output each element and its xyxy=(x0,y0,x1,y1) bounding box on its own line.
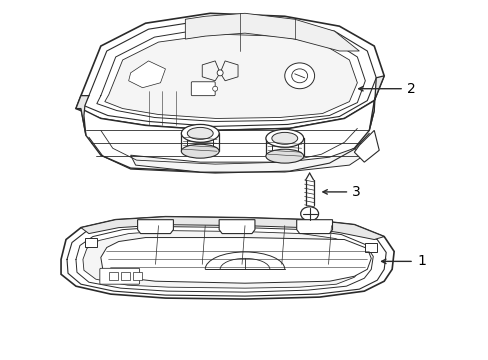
Ellipse shape xyxy=(291,69,307,83)
Polygon shape xyxy=(296,220,332,234)
Polygon shape xyxy=(137,220,173,234)
Polygon shape xyxy=(104,34,357,118)
Polygon shape xyxy=(101,238,370,283)
Polygon shape xyxy=(83,231,363,288)
Polygon shape xyxy=(219,220,254,234)
Polygon shape xyxy=(61,217,393,299)
Bar xyxy=(121,272,129,280)
FancyBboxPatch shape xyxy=(100,268,139,284)
FancyBboxPatch shape xyxy=(191,82,215,96)
Ellipse shape xyxy=(284,63,314,89)
Ellipse shape xyxy=(181,125,219,142)
Bar xyxy=(365,243,376,252)
Text: 3: 3 xyxy=(352,185,361,199)
Polygon shape xyxy=(220,61,238,81)
Circle shape xyxy=(212,86,217,91)
Polygon shape xyxy=(185,13,359,51)
Ellipse shape xyxy=(181,144,219,158)
Text: 2: 2 xyxy=(406,82,415,96)
Text: 1: 1 xyxy=(416,255,425,268)
Bar xyxy=(132,272,142,280)
Polygon shape xyxy=(81,217,384,239)
Circle shape xyxy=(217,70,223,76)
Polygon shape xyxy=(81,100,373,172)
Bar xyxy=(108,272,118,280)
Ellipse shape xyxy=(265,129,303,147)
Ellipse shape xyxy=(271,132,297,144)
Polygon shape xyxy=(354,130,379,162)
Polygon shape xyxy=(76,96,89,135)
Ellipse shape xyxy=(265,149,303,163)
Polygon shape xyxy=(128,61,165,88)
Polygon shape xyxy=(76,13,384,130)
Polygon shape xyxy=(368,76,384,130)
Polygon shape xyxy=(130,148,364,172)
Ellipse shape xyxy=(300,207,318,221)
Polygon shape xyxy=(202,61,220,81)
Bar xyxy=(85,238,97,247)
Ellipse shape xyxy=(187,127,213,139)
